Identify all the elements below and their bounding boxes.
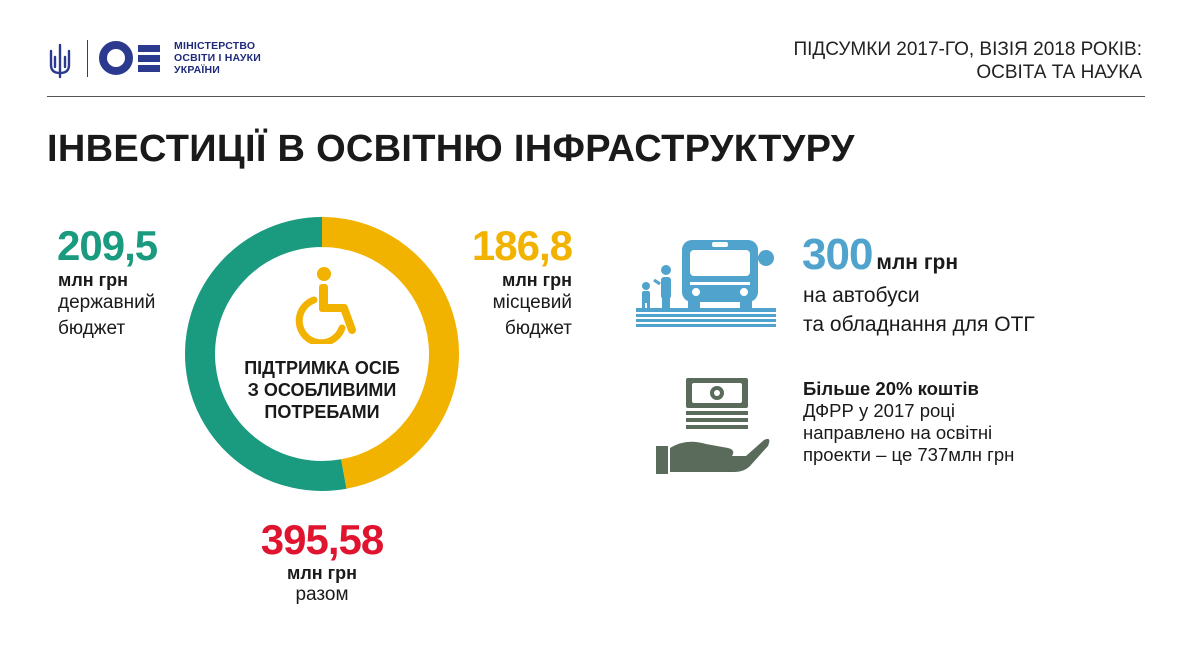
state-budget-label-line2: бюджет bbox=[58, 318, 126, 339]
header-title: ПІДСУМКИ 2017-ГО, ВІЗІЯ 2018 РОКІВ: ОСВІ… bbox=[793, 39, 1142, 83]
trident-icon bbox=[49, 43, 71, 79]
wheelchair-icon bbox=[295, 267, 356, 344]
header-divider bbox=[47, 96, 1145, 97]
fund-line-3: направлено на освітні bbox=[803, 422, 993, 443]
fund-text: Більше 20% коштів ДФРР у 2017 році напра… bbox=[803, 378, 1014, 466]
fund-line-4: проекти – це 737млн грн bbox=[803, 444, 1015, 465]
bus-value-unit: млн грн bbox=[876, 251, 959, 274]
total-value: 395,58 bbox=[260, 516, 384, 563]
local-budget-unit: млн грн bbox=[502, 270, 572, 290]
bus-label-line1: на автобуси bbox=[803, 284, 920, 307]
donut-center-label: ПІДТРИМКА ОСІБ З ОСОБЛИВИМИ ПОТРЕБАМИ bbox=[244, 358, 400, 422]
total-unit: млн грн bbox=[287, 563, 357, 583]
state-budget-value: 209,5 bbox=[57, 222, 158, 269]
bus-investment-value: 300 млн грн bbox=[802, 230, 958, 280]
ministry-logo-icon bbox=[99, 41, 160, 75]
school-bus-icon bbox=[636, 240, 776, 327]
donut-slice-local-budget bbox=[321, 217, 459, 489]
fund-line-2: ДФРР у 2017 році bbox=[803, 400, 955, 421]
state-budget-unit: млн грн bbox=[58, 270, 128, 290]
ministry-name: МІНІСТЕРСТВО ОСВІТИ І НАУКИ УКРАЇНИ bbox=[174, 40, 262, 76]
fund-line-1: Більше 20% коштів bbox=[803, 378, 979, 399]
local-budget-label-line1: місцевий bbox=[492, 292, 572, 313]
local-budget-value: 186,8 bbox=[471, 222, 573, 269]
logo-divider bbox=[87, 40, 88, 77]
money-hand-icon bbox=[656, 378, 770, 474]
state-budget-label-line1: державний bbox=[58, 292, 156, 313]
total-label: разом bbox=[295, 584, 349, 605]
budget-donut-chart bbox=[185, 217, 459, 491]
bus-label-line2: та обладнання для ОТГ bbox=[803, 313, 1035, 336]
bus-value-number: 300 bbox=[802, 230, 873, 279]
donut-slice-state-budget bbox=[185, 217, 347, 491]
page-title: ІНВЕСТИЦІЇ В ОСВІТНЮ ІНФРАСТРУКТУРУ bbox=[47, 128, 855, 170]
local-budget-label-line2: бюджет bbox=[504, 318, 572, 339]
